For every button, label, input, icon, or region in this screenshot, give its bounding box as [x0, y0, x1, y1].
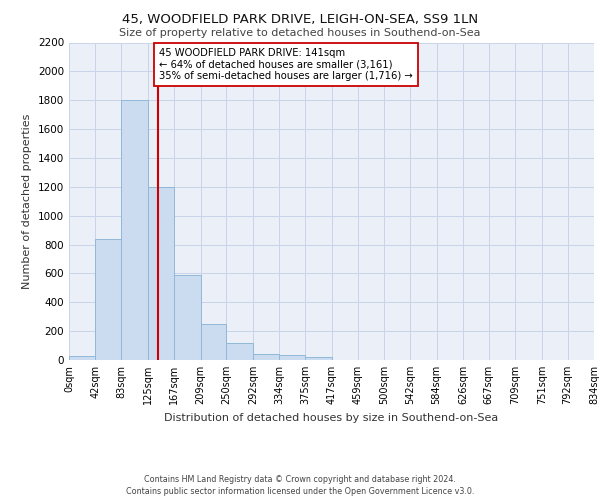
Text: 45 WOODFIELD PARK DRIVE: 141sqm
← 64% of detached houses are smaller (3,161)
35%: 45 WOODFIELD PARK DRIVE: 141sqm ← 64% of…	[159, 48, 413, 81]
Bar	[69, 356, 95, 360]
Bar	[226, 342, 253, 360]
Bar	[305, 357, 331, 360]
Bar	[279, 355, 305, 360]
Text: 45, WOODFIELD PARK DRIVE, LEIGH-ON-SEA, SS9 1LN: 45, WOODFIELD PARK DRIVE, LEIGH-ON-SEA, …	[122, 12, 478, 26]
Bar	[148, 187, 174, 360]
Text: Contains HM Land Registry data © Crown copyright and database right 2024.
Contai: Contains HM Land Registry data © Crown c…	[126, 474, 474, 496]
Text: Size of property relative to detached houses in Southend-on-Sea: Size of property relative to detached ho…	[119, 28, 481, 38]
Bar	[174, 275, 200, 360]
X-axis label: Distribution of detached houses by size in Southend-on-Sea: Distribution of detached houses by size …	[164, 412, 499, 422]
Bar	[253, 354, 279, 360]
Bar	[200, 324, 226, 360]
Bar	[95, 239, 121, 360]
Bar	[121, 100, 148, 360]
Y-axis label: Number of detached properties: Number of detached properties	[22, 114, 32, 289]
